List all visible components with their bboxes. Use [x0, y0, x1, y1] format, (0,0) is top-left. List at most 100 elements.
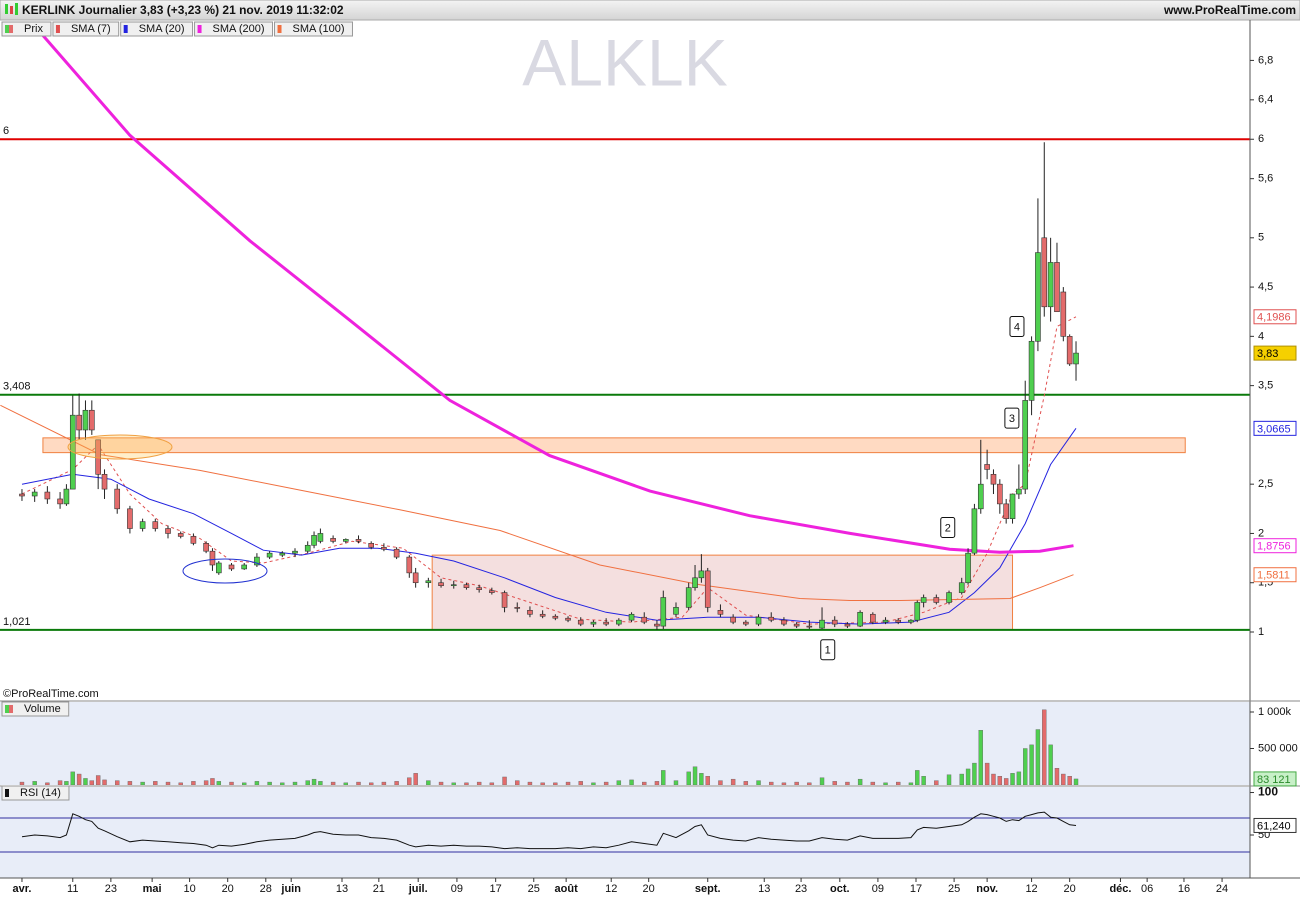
candle-body: [704, 570, 711, 608]
x-tick-label: 23: [105, 883, 117, 895]
candle-body: [368, 543, 375, 548]
volume-bar: [1073, 778, 1079, 785]
volume-bar: [515, 780, 520, 785]
rsi-panel: [0, 787, 1250, 878]
candle-body: [57, 498, 63, 505]
header-source: www.ProRealTime.com: [1163, 3, 1296, 17]
candle-body: [177, 533, 184, 537]
legend-swatch: [9, 705, 13, 713]
legend-label: SMA (200): [213, 23, 265, 35]
annotation-box: [1004, 407, 1020, 429]
candle-body: [654, 623, 660, 627]
candle-body: [965, 552, 971, 584]
volume-bar: [921, 776, 926, 785]
candle-body: [139, 521, 146, 529]
candle-body: [895, 619, 902, 623]
volume-bar: [426, 780, 431, 785]
candle-body: [127, 508, 133, 529]
x-tick-label: 13: [336, 883, 348, 895]
volume-bar: [32, 781, 37, 785]
volume-bar: [686, 771, 691, 785]
volume-bar: [311, 778, 317, 785]
volume-bar: [807, 782, 812, 785]
volume-bar: [934, 780, 939, 785]
volume-bar: [115, 780, 120, 785]
x-tick-label: 12: [1025, 883, 1037, 895]
candle-body: [673, 607, 679, 615]
candle-body: [990, 474, 997, 485]
candle-body: [114, 488, 121, 510]
candle-body: [89, 409, 95, 431]
legend-swatch: [123, 25, 128, 33]
candle-body: [82, 409, 89, 431]
y-tick-label: 4,5: [1258, 281, 1273, 293]
x-tick-label: 23: [795, 883, 807, 895]
x-tick-label: 28: [260, 883, 272, 895]
candle-body: [514, 607, 521, 609]
x-tick-label: 21: [373, 883, 385, 895]
volume-bar: [57, 780, 63, 785]
volume-bar: [413, 773, 418, 785]
candle-body: [692, 577, 698, 588]
legend-swatch: [55, 25, 60, 33]
candle-body: [958, 582, 965, 593]
candle-body: [603, 621, 609, 625]
watermark: ALKLK: [522, 25, 727, 99]
x-tick-label: 09: [451, 883, 463, 895]
value-label: 83 121: [1257, 774, 1291, 786]
volume-bar: [153, 781, 158, 785]
value-label: 1,8756: [1257, 541, 1291, 553]
value-label-box: [1253, 538, 1297, 554]
volume-bar: [127, 781, 133, 785]
volume-bar: [305, 780, 310, 785]
volume-bar: [89, 780, 95, 785]
candle-body: [831, 619, 838, 625]
candle-body: [95, 439, 101, 475]
candle-body: [279, 552, 286, 556]
legend-label: SMA (7): [71, 23, 111, 35]
volume-bar: [1016, 771, 1022, 785]
volume-bar: [216, 781, 222, 785]
candle-body: [977, 483, 984, 510]
x-tick-label: 24: [1216, 883, 1228, 895]
volume-bar: [654, 781, 660, 785]
candle-body: [501, 592, 508, 608]
sma-line: [30, 22, 1074, 554]
value-label-box: [1253, 420, 1297, 436]
legend-label: Volume: [24, 703, 61, 715]
volume-bar: [1023, 748, 1028, 785]
volume-bar: [743, 781, 749, 785]
candle-body: [31, 491, 38, 497]
volume-bar: [19, 781, 25, 785]
candle-body: [190, 536, 197, 544]
volume-bar: [616, 780, 622, 785]
candle-body: [844, 623, 851, 627]
volume-bar: [502, 776, 507, 785]
volume-bar: [699, 773, 704, 785]
candle-body: [476, 587, 482, 590]
candle-body: [355, 539, 362, 542]
level-label: 3,408: [3, 381, 31, 393]
volume-bar: [908, 782, 914, 785]
highlight-ellipse: [67, 434, 173, 460]
x-tick-label: oct.: [830, 883, 850, 895]
volume-bar: [769, 781, 774, 785]
volume-bar: [191, 781, 196, 785]
annotation-label: 2: [945, 522, 951, 534]
legend-swatch: [5, 25, 9, 33]
level-label: 1,021: [3, 616, 31, 628]
y-tick-label: 3,5: [1258, 380, 1273, 392]
volume-bar: [203, 780, 209, 785]
value-label-box: [1253, 309, 1297, 325]
volume-bar: [464, 782, 469, 785]
volume-bar: [45, 782, 50, 785]
volume-bar: [984, 762, 990, 785]
volume-bar: [292, 781, 298, 785]
volume-bar: [883, 782, 888, 785]
volume-bar: [330, 781, 336, 785]
annotation-box: [940, 517, 956, 539]
volume-bar: [845, 781, 850, 785]
volume-bar: [819, 777, 825, 785]
y-tick-label: 4: [1258, 330, 1264, 342]
